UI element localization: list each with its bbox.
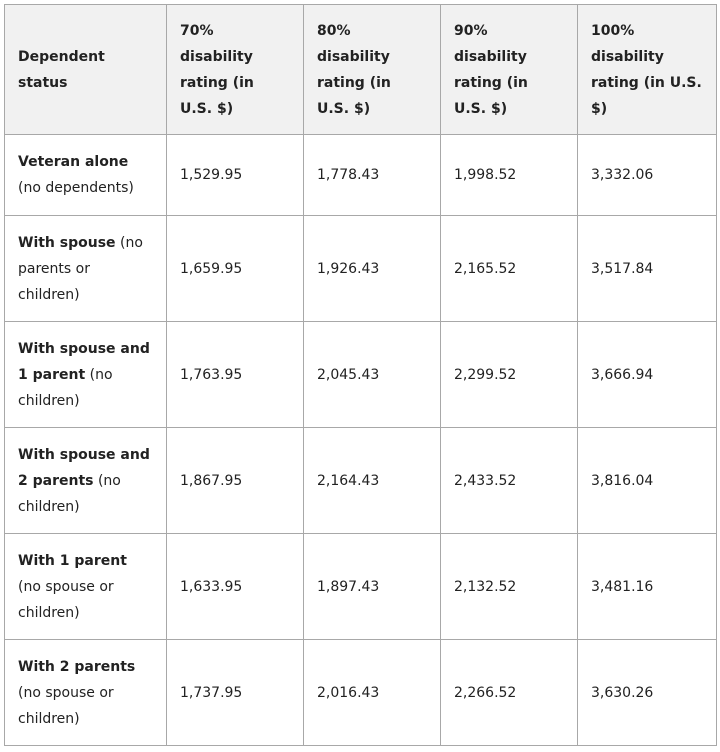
amount-cell: 3,816.04	[577, 427, 717, 534]
amount-cell: 1,659.95	[166, 215, 304, 322]
status-label: With spouse and 2 parents	[18, 446, 150, 489]
amount-cell: 2,164.43	[303, 427, 441, 534]
status-note: (no children)	[18, 366, 113, 409]
status-note: (no dependents)	[18, 180, 134, 196]
header-cell: Dependent status	[4, 4, 167, 135]
status-note: (no spouse or children)	[18, 684, 114, 727]
status-cell: With spouse and 2 parents (no children)	[4, 427, 167, 534]
header-cell: 90% disability rating (in U.S. $)	[440, 4, 578, 135]
amount-cell: 3,666.94	[577, 321, 717, 428]
header-row: Dependent status 70% disability rating (i…	[4, 4, 717, 135]
table-row: With spouse (no parents or children) 1,65…	[4, 215, 717, 322]
amount-cell: 1,998.52	[440, 134, 578, 216]
amount-cell: 2,016.43	[303, 639, 441, 746]
status-note: (no spouse or children)	[18, 578, 114, 621]
amount-cell: 2,132.52	[440, 533, 578, 640]
status-cell: With spouse and 1 parent (no children)	[4, 321, 167, 428]
table-row: With 1 parent (no spouse or children) 1,6…	[4, 533, 717, 640]
status-note: (no children)	[18, 472, 121, 515]
amount-cell: 2,433.52	[440, 427, 578, 534]
status-label: With spouse and 1 parent	[18, 340, 150, 383]
amount-cell: 2,299.52	[440, 321, 578, 428]
header-cell: 80% disability rating (in U.S. $)	[303, 4, 441, 135]
amount-cell: 1,763.95	[166, 321, 304, 428]
amount-cell: 2,045.43	[303, 321, 441, 428]
table-row: With spouse and 1 parent (no children) 1,…	[4, 321, 717, 428]
status-cell: With spouse (no parents or children)	[4, 215, 167, 322]
table-row: With 2 parents (no spouse or children) 1,…	[4, 639, 717, 746]
status-label: With spouse	[18, 234, 116, 251]
status-label: Veteran alone	[18, 154, 129, 170]
amount-cell: 3,517.84	[577, 215, 717, 322]
amount-cell: 1,778.43	[303, 134, 441, 216]
header-cell: 70% disability rating (in U.S. $)	[166, 4, 304, 135]
amount-cell: 1,633.95	[166, 533, 304, 640]
amount-cell: 3,630.26	[577, 639, 717, 746]
amount-cell: 3,481.16	[577, 533, 717, 640]
header-cell: 100% disability rating (in U.S. $)	[577, 4, 717, 135]
amount-cell: 2,165.52	[440, 215, 578, 322]
amount-cell: 1,737.95	[166, 639, 304, 746]
amount-cell: 2,266.52	[440, 639, 578, 746]
status-cell: With 2 parents (no spouse or children)	[4, 639, 167, 746]
disability-table: Dependent status 70% disability rating (i…	[4, 4, 717, 746]
table-row: Veteran alone (no dependents) 1,529.95 1,7…	[4, 134, 717, 216]
status-cell: With 1 parent (no spouse or children)	[4, 533, 167, 640]
status-label: With 2 parents	[18, 658, 136, 675]
amount-cell: 3,332.06	[577, 134, 717, 216]
status-note: (no parents or children)	[18, 234, 143, 303]
amount-cell: 1,867.95	[166, 427, 304, 534]
table-row: With spouse and 2 parents (no children) 1…	[4, 427, 717, 534]
amount-cell: 1,926.43	[303, 215, 441, 322]
table-body: Veteran alone (no dependents) 1,529.95 1,7…	[4, 134, 717, 746]
status-label: With 1 parent	[18, 552, 127, 569]
amount-cell: 1,529.95	[166, 134, 304, 216]
amount-cell: 1,897.43	[303, 533, 441, 640]
status-cell: Veteran alone (no dependents)	[4, 134, 167, 216]
